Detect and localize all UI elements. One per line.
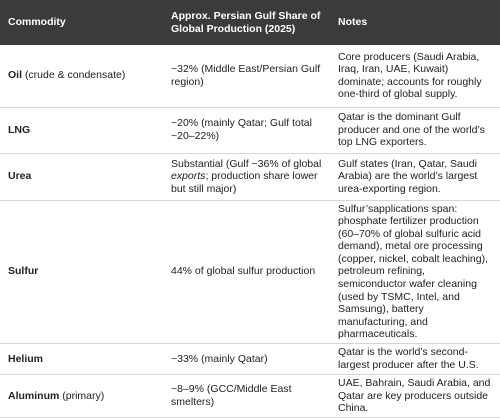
share-text: ~8–9% (GCC/Middle East smelters): [171, 383, 292, 408]
commodity-cell: Aluminum (primary): [0, 374, 163, 418]
share-text: ~32% (Middle East/Persian Gulf region): [171, 63, 321, 88]
share-cell: 44% of global sulfur production: [163, 200, 330, 345]
header-cell: Approx. Persian Gulf Share of Global Pro…: [163, 0, 330, 45]
share-cell: ~20% (mainly Qatar; Gulf total ~20–22%): [163, 107, 330, 154]
commodity-name: Urea: [8, 170, 32, 183]
commodity-cell: Urea: [0, 153, 163, 201]
notes-cell: UAE, Bahrain, Saudi Arabia, and Qatar ar…: [330, 374, 500, 418]
commodity-cell: Sulfur: [0, 200, 163, 345]
commodity-name: Helium: [8, 352, 44, 365]
header-cell: Commodity: [0, 0, 163, 45]
header-row: Commodity Approx. Persian Gulf Share of …: [0, 0, 500, 45]
share-text: 44% of global sulfur production: [171, 265, 316, 278]
commodity-cell: Oil (crude & condensate): [0, 45, 163, 108]
share-text: ~33% (mainly Qatar): [171, 352, 268, 365]
commodity-name: LNG: [8, 123, 31, 136]
commodity-cell: LNG: [0, 107, 163, 154]
row: Aluminum (primary) ~8–9% (GCC/Middle East…: [0, 374, 500, 418]
share-cell: ~32% (Middle East/Persian Gulf region): [163, 45, 330, 108]
row: Sulfur 44% of global sulfur production Sul…: [0, 200, 500, 345]
commodity-qualifier: (primary): [62, 389, 105, 402]
commodity-name: Aluminum: [8, 389, 60, 402]
share-text: ; production share lower but still major…: [171, 170, 318, 195]
commodity-qualifier: (crude & condensate): [24, 69, 126, 82]
row: Helium ~33% (mainly Qatar) Qatar is the wo…: [0, 343, 500, 376]
share-text: ~20% (mainly Qatar; Gulf total ~20–22%): [171, 117, 312, 142]
share-cell: ~33% (mainly Qatar): [163, 343, 330, 376]
notes-cell: Qatar is the dominant Gulf producer and …: [330, 107, 500, 154]
commodity-name: Sulfur: [8, 265, 39, 278]
notes-cell: Gulf states (Iran, Qatar, Saudi Arabia) …: [330, 153, 500, 201]
header-cell: Notes: [330, 0, 500, 45]
notes-cell: Qatar is the world’s second-largest prod…: [330, 343, 500, 376]
commodity-name: Oil: [8, 69, 23, 82]
share-text: Substantial (Gulf ~36% of global: [171, 157, 322, 170]
row: Urea Substantial (Gulf ~36% of global exp…: [0, 153, 500, 201]
row: LNG ~20% (mainly Qatar; Gulf total ~20–22…: [0, 107, 500, 154]
share-text: exports: [171, 170, 206, 183]
commodity-cell: Helium: [0, 343, 163, 376]
notes-cell: Sulfur’sapplications span: phosphate fer…: [330, 200, 500, 345]
table-body: Oil (crude & condensate) ~32% (Middle Eas…: [0, 45, 500, 418]
share-cell: ~8–9% (GCC/Middle East smelters): [163, 374, 330, 418]
share-cell: Substantial (Gulf ~36% of global exports…: [163, 153, 330, 201]
notes-cell: Core producers (Saudi Arabia, Iraq, Iran…: [330, 45, 500, 108]
row: Oil (crude & condensate) ~32% (Middle Eas…: [0, 45, 500, 108]
